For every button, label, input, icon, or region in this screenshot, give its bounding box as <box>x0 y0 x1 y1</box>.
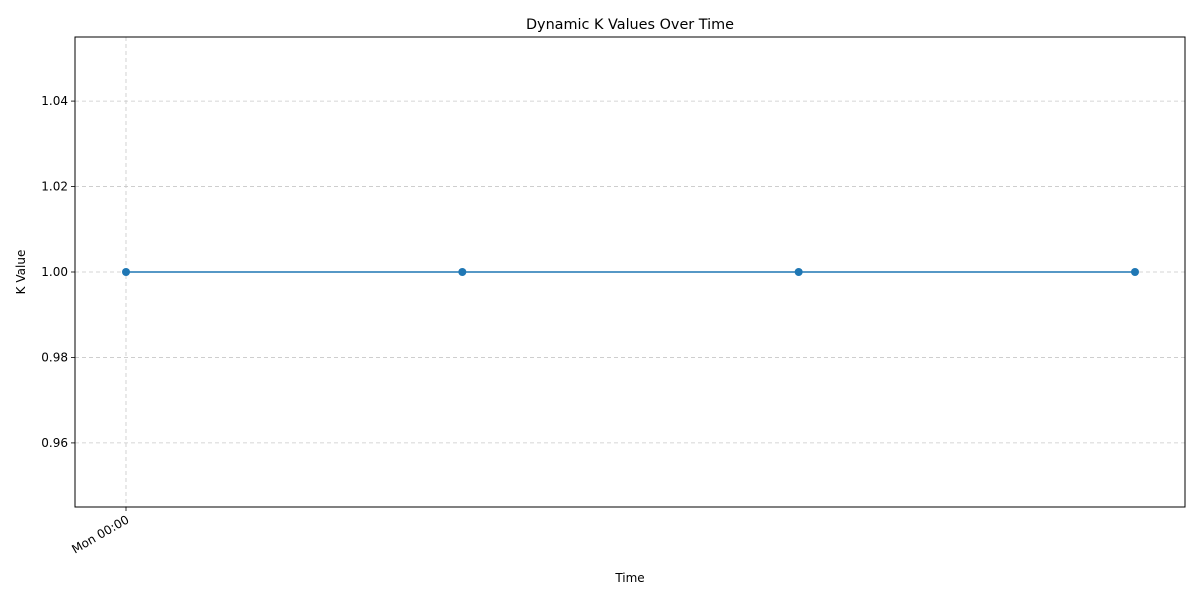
data-point <box>1131 268 1139 276</box>
y-axis-label: K Value <box>14 250 28 295</box>
y-tick-label: 1.02 <box>41 180 68 194</box>
data-point <box>458 268 467 276</box>
data-point <box>122 268 130 276</box>
y-tick-label: 0.96 <box>41 436 68 450</box>
x-axis-label: Time <box>614 571 644 585</box>
y-axis: 0.96 0.98 1.00 1.02 1.04 <box>41 94 75 450</box>
y-tick-label: 1.04 <box>41 94 68 108</box>
series-layer <box>122 268 1139 276</box>
y-tick-label: 1.00 <box>41 265 68 279</box>
y-tick-label: 0.98 <box>41 350 68 364</box>
data-point <box>794 268 803 276</box>
chart-title: Dynamic K Values Over Time <box>526 17 734 33</box>
